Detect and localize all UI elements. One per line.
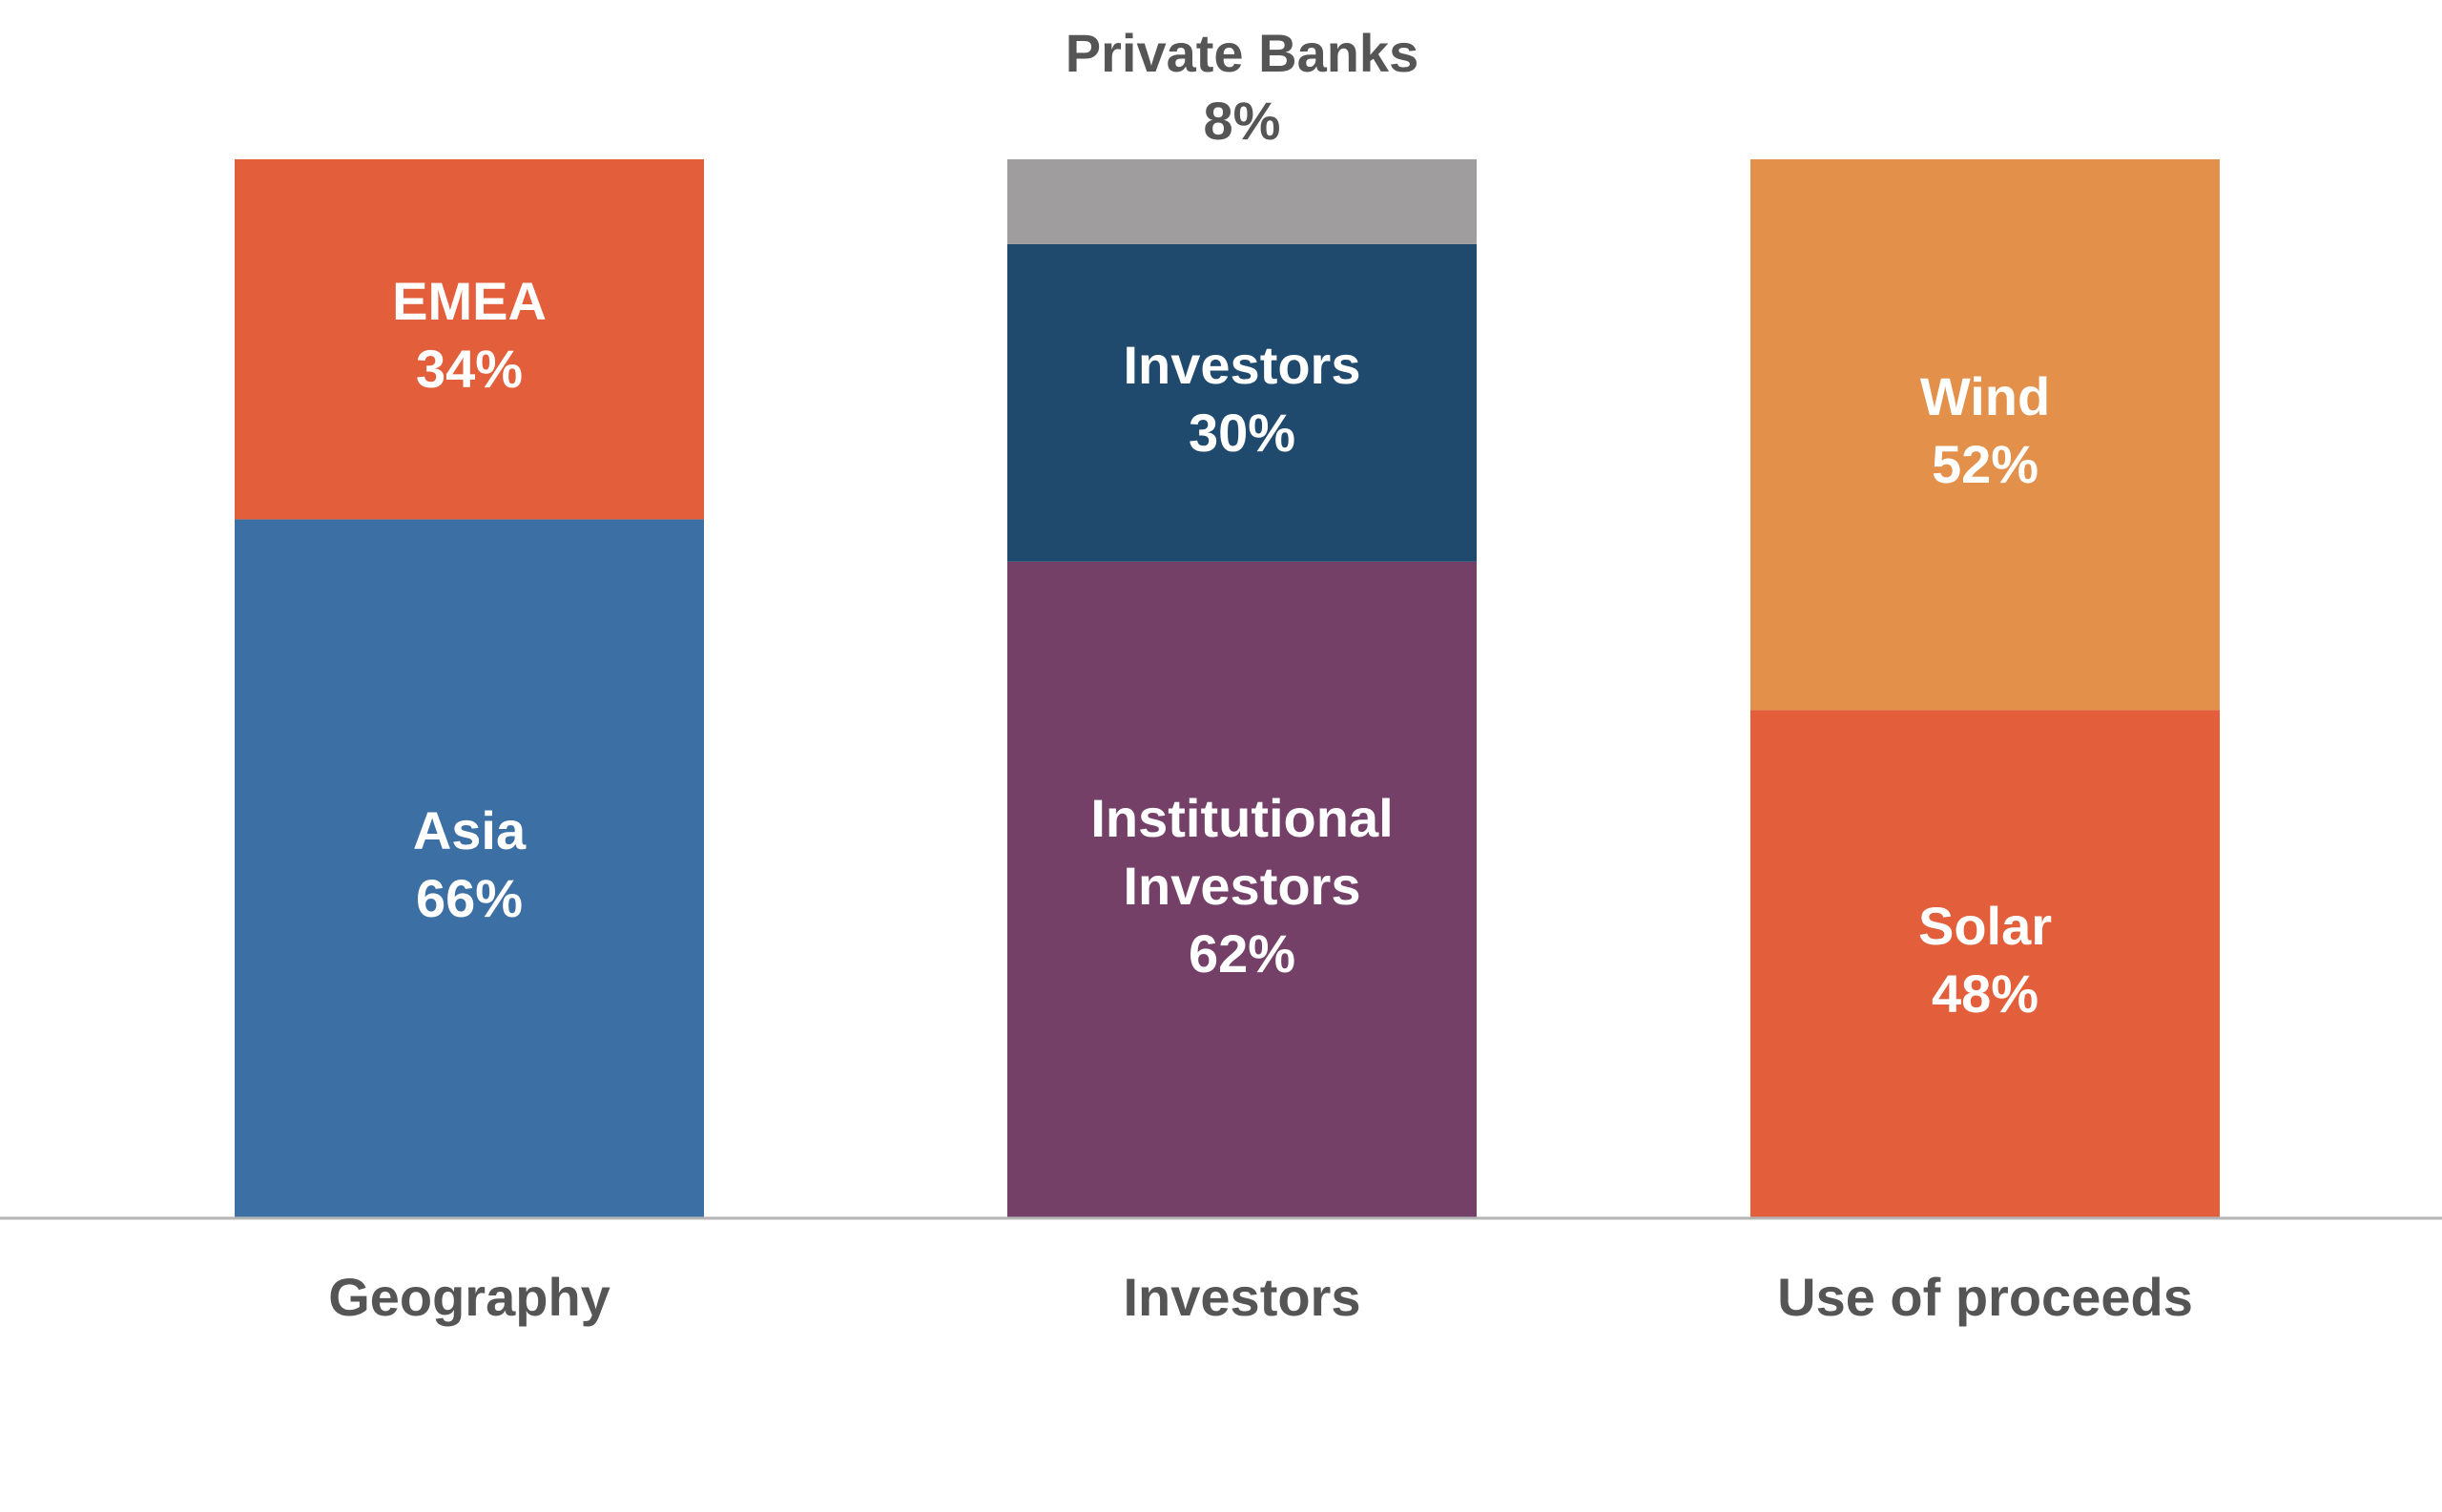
bar-segment-use-of-proceeds-solar <box>1750 710 2220 1218</box>
segment-name-label: Institutional <box>1090 788 1393 848</box>
segment-label-emea: EMEA 34% <box>392 271 547 399</box>
category-label-geography: Geography <box>328 1267 610 1327</box>
segment-name-label: Investors <box>1124 335 1361 395</box>
segment-label-asia: Asia 66% <box>413 800 527 928</box>
segment-name-label: Asia <box>413 800 527 860</box>
segment-name-label: Wind <box>1920 366 2050 426</box>
bar-segment-investors-private-banks <box>1007 159 1477 244</box>
segment-label-investors: Investors 30% <box>1124 335 1361 463</box>
bar-segment-investors-investors <box>1007 243 1477 562</box>
segment-value-label: 30% <box>1189 403 1295 463</box>
segment-value-label: 66% <box>416 868 523 928</box>
segment-label-private-banks: Private Banks 8% <box>1066 23 1418 151</box>
bars-layer <box>235 159 2220 1218</box>
bar-segment-geography-asia <box>235 519 704 1218</box>
bar-segment-geography-emea <box>235 159 704 520</box>
category-label-investors: Investors <box>1124 1267 1361 1327</box>
segment-value-label: 8% <box>1204 91 1281 151</box>
bar-segment-use-of-proceeds-wind <box>1750 159 2220 711</box>
segment-name-label: Solar <box>1918 896 2052 956</box>
segment-name-label: Private Banks <box>1066 23 1418 83</box>
segment-value-label: 62% <box>1189 923 1295 984</box>
bar-segment-investors-institutional-investors <box>1007 561 1477 1218</box>
segment-label-solar: Solar 48% <box>1918 896 2052 1024</box>
segment-label-institutional-investors: Institutional Investors 62% <box>1090 788 1393 984</box>
segment-name-label: EMEA <box>392 271 547 331</box>
segment-labels-layer: Asia 66%EMEA 34%Institutional Investors 62%I… <box>392 23 2052 1024</box>
segment-value-label: 48% <box>1932 963 2038 1024</box>
segment-name-label: Investors <box>1124 856 1361 916</box>
segment-label-wind: Wind 52% <box>1920 366 2050 494</box>
segment-value-label: 34% <box>416 339 523 399</box>
category-labels-layer: Geography Investors Use of proceeds <box>328 1267 2193 1327</box>
segment-value-label: 52% <box>1932 434 2038 494</box>
category-label-use-of-proceeds: Use of proceeds <box>1777 1267 2193 1327</box>
